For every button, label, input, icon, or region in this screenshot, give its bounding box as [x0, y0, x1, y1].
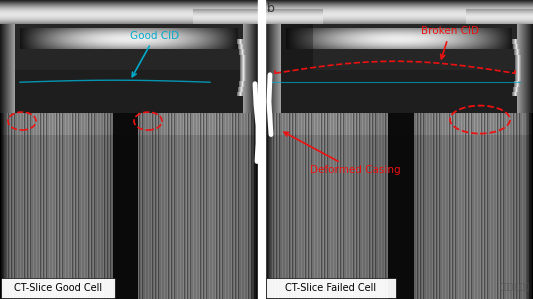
Text: 公众号·锂想生: 公众号·锂想生: [500, 282, 530, 291]
Text: CT-Slice Failed Cell: CT-Slice Failed Cell: [286, 283, 376, 293]
Text: Good CID: Good CID: [131, 31, 180, 77]
Text: b: b: [267, 2, 275, 15]
FancyBboxPatch shape: [266, 278, 396, 298]
FancyBboxPatch shape: [1, 278, 115, 298]
Text: Broken CID: Broken CID: [421, 26, 479, 59]
Text: CT-Slice Good Cell: CT-Slice Good Cell: [14, 283, 102, 293]
Text: Deformed Casing: Deformed Casing: [284, 132, 400, 176]
